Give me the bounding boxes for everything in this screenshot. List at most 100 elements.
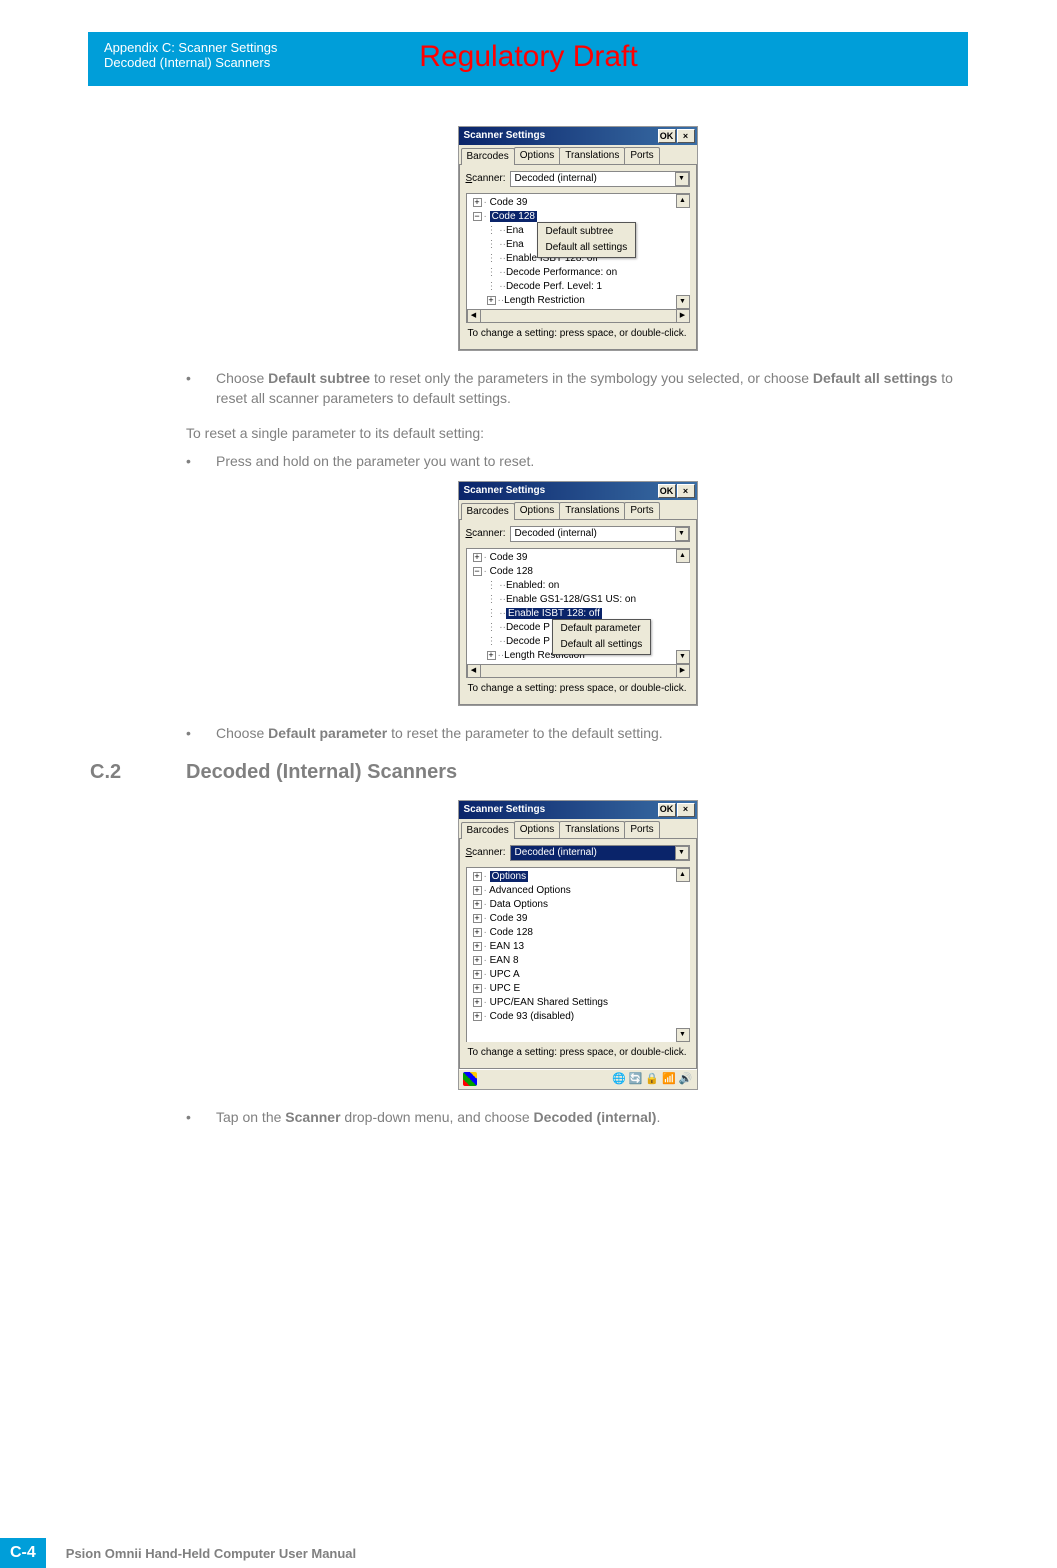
scroll-up-icon[interactable]: ▲ [676,868,690,882]
tray-icon[interactable]: 🔊 [679,1072,693,1087]
tree-item[interactable]: +· Options [469,870,690,884]
scroll-right-icon[interactable]: ▶ [676,664,690,678]
ok-button[interactable]: OK [658,484,676,498]
tab-ports[interactable]: Ports [624,821,659,838]
scanner-label: Scanner: [466,846,506,860]
dropdown-arrow-icon[interactable]: ▼ [675,172,689,186]
scroll-down-icon[interactable]: ▼ [676,1028,690,1042]
expander-icon[interactable]: + [487,651,496,660]
scanner-label: Scanner: [466,527,506,541]
expander-icon[interactable]: + [473,914,482,923]
tab-translations[interactable]: Translations [559,821,625,838]
scanner-value: Decoded (internal) [511,172,675,186]
scanner-value: Decoded (internal) [511,527,675,541]
expander-icon[interactable]: − [473,567,482,576]
dropdown-arrow-icon[interactable]: ▼ [675,527,689,541]
tree-item[interactable]: +· Code 39 [469,551,690,565]
scroll-left-icon[interactable]: ◀ [467,309,481,323]
expander-icon[interactable]: + [473,872,482,881]
scroll-hbar[interactable] [481,664,676,678]
expander-icon[interactable]: + [473,942,482,951]
tab-options[interactable]: Options [514,821,560,838]
ok-button[interactable]: OK [658,129,676,143]
close-button[interactable]: × [677,484,695,498]
tree-item[interactable]: ⋮ ··Decode Performance: on [469,266,690,280]
section-title: Decoded (Internal) Scanners [186,758,457,786]
context-item-default-parameter[interactable]: Default parameter [553,621,651,637]
tabs: Barcodes Options Translations Ports [459,819,697,838]
expander-icon[interactable]: + [473,984,482,993]
expander-icon[interactable]: + [473,998,482,1007]
tree-item[interactable]: +· Advanced Options [469,884,690,898]
tree-view[interactable]: +· Options +· Advanced Options +· Data O… [466,867,690,1042]
tab-barcodes[interactable]: Barcodes [461,503,515,520]
context-item-default-all[interactable]: Default all settings [538,240,636,256]
expander-icon[interactable]: + [473,956,482,965]
tab-ports[interactable]: Ports [624,502,659,519]
context-item-default-subtree[interactable]: Default subtree [538,224,636,240]
scroll-hbar[interactable] [481,309,676,323]
expander-icon[interactable]: + [473,886,482,895]
scanner-dropdown[interactable]: Decoded (internal) ▼ [510,845,690,861]
context-item-default-all[interactable]: Default all settings [553,637,651,653]
expander-icon[interactable]: + [473,928,482,937]
tree-item[interactable]: +· Code 93 (disabled) [469,1010,690,1024]
bullet-marker: • [186,1108,216,1128]
tray-icon[interactable]: 🌐 [612,1072,626,1087]
tab-barcodes[interactable]: Barcodes [461,148,515,165]
tree-item[interactable]: +· EAN 8 [469,954,690,968]
start-flag-icon[interactable] [463,1072,477,1086]
scroll-down-icon[interactable]: ▼ [676,295,690,309]
scroll-up-icon[interactable]: ▲ [676,549,690,563]
tree-item[interactable]: +··Length Restriction [469,294,690,308]
tab-ports[interactable]: Ports [624,147,659,164]
expander-icon[interactable]: − [473,212,482,221]
tab-barcodes[interactable]: Barcodes [461,822,515,839]
section-number: C.2 [90,758,186,786]
tabs: Barcodes Options Translations Ports [459,500,697,519]
tree-item[interactable]: +· Code 39 [469,196,690,210]
tab-body: Scanner: Decoded (internal) ▼ +· Options… [459,838,697,1069]
tree-item[interactable]: ⋮ ··Enabled: on [469,579,690,593]
scanner-dropdown[interactable]: Decoded (internal) ▼ [510,526,690,542]
tree-item[interactable]: ⋮ ··Decode Perf. Level: 1 [469,280,690,294]
scroll-left-icon[interactable]: ◀ [467,664,481,678]
paragraph: To reset a single parameter to its defau… [186,424,969,444]
tab-translations[interactable]: Translations [559,502,625,519]
tree-item[interactable]: +· Code 39 [469,912,690,926]
tray-icon[interactable]: 📶 [662,1072,676,1087]
tree-item[interactable]: +· UPC E [469,982,690,996]
tabs: Barcodes Options Translations Ports [459,145,697,164]
tab-options[interactable]: Options [514,502,560,519]
expander-icon[interactable]: + [487,296,496,305]
ok-button[interactable]: OK [658,803,676,817]
expander-icon[interactable]: + [473,970,482,979]
hint-text: To change a setting: press space, or dou… [466,323,690,343]
expander-icon[interactable]: + [473,198,482,207]
close-button[interactable]: × [677,129,695,143]
close-button[interactable]: × [677,803,695,817]
tree-item[interactable]: +· Data Options [469,898,690,912]
scanner-dropdown[interactable]: Decoded (internal) ▼ [510,171,690,187]
tree-item[interactable]: +· UPC A [469,968,690,982]
tree-item[interactable]: +· Code 128 [469,926,690,940]
tree-item[interactable]: +· EAN 13 [469,940,690,954]
scroll-right-icon[interactable]: ▶ [676,309,690,323]
tab-translations[interactable]: Translations [559,147,625,164]
tree-view[interactable]: +· Code 39 −· Code 128 ⋮ ··Ena ⋮ ··Ena ⋮… [466,193,690,323]
scroll-up-icon[interactable]: ▲ [676,194,690,208]
tab-options[interactable]: Options [514,147,560,164]
tree-view[interactable]: +· Code 39 −· Code 128 ⋮ ··Enabled: on ⋮… [466,548,690,678]
dropdown-arrow-icon[interactable]: ▼ [675,846,689,860]
hint-text: To change a setting: press space, or dou… [466,678,690,698]
tree-item[interactable]: +· UPC/EAN Shared Settings [469,996,690,1010]
expander-icon[interactable]: + [473,900,482,909]
tree-item[interactable]: ⋮ ··Enable GS1-128/GS1 US: on [469,593,690,607]
scroll-down-icon[interactable]: ▼ [676,650,690,664]
tree-item[interactable]: −· Code 128 [469,565,690,579]
scanner-label: Scanner: [466,172,506,186]
expander-icon[interactable]: + [473,1012,482,1021]
tray-icon[interactable]: 🔒 [645,1072,659,1087]
expander-icon[interactable]: + [473,553,482,562]
tray-icon[interactable]: 🔄 [629,1072,643,1087]
